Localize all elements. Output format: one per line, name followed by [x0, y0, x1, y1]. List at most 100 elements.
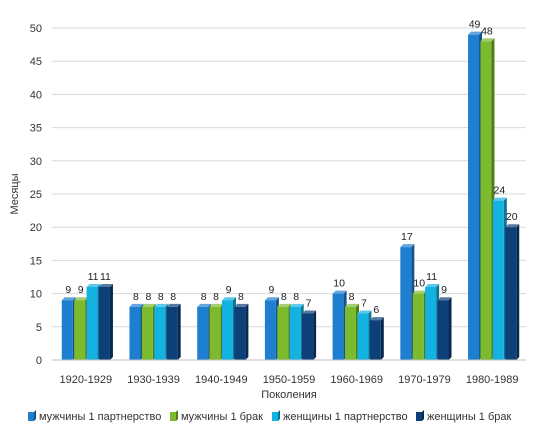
bar — [197, 306, 209, 360]
bar-top — [166, 303, 181, 307]
x-tick-label: 1980-1989 — [466, 374, 519, 386]
bar-side — [516, 224, 520, 360]
bar-top — [357, 310, 372, 314]
x-tick-label: 1950-1959 — [263, 374, 316, 386]
data-label: 9 — [441, 284, 447, 296]
bar — [369, 320, 381, 360]
x-tick-label: 1960-1969 — [330, 374, 383, 386]
bar-top — [412, 290, 427, 294]
data-label: 8 — [293, 291, 299, 303]
bar-top — [209, 303, 224, 307]
bar-top — [332, 290, 347, 294]
bar — [345, 306, 357, 360]
bar — [332, 293, 344, 360]
bar — [412, 293, 424, 360]
bar-top — [74, 297, 89, 301]
bar — [264, 300, 276, 360]
y-tick-label: 5 — [36, 322, 42, 334]
bar — [277, 306, 289, 360]
y-tick-label: 10 — [30, 289, 42, 301]
data-label: 9 — [226, 284, 232, 296]
bar — [357, 313, 369, 360]
bar-top — [345, 303, 360, 307]
y-axis-title: Месяцы — [9, 173, 21, 214]
legend-swatch — [272, 412, 278, 421]
data-label: 11 — [88, 271, 99, 283]
data-label: 8 — [145, 291, 151, 303]
bar — [400, 247, 412, 360]
data-label: 8 — [158, 291, 164, 303]
bar — [209, 306, 221, 360]
x-tick-label: 1920-1929 — [60, 374, 113, 386]
legend-item: мужчины 1 брак — [170, 410, 263, 423]
bar — [86, 286, 98, 360]
y-axis-ticks: 0 5 10 15 20 25 30 35 40 45 50 — [30, 23, 42, 367]
bar — [129, 306, 141, 360]
bar — [480, 41, 492, 360]
bar-top — [277, 303, 292, 307]
bar — [492, 200, 504, 360]
legend-swatch-side — [176, 410, 178, 421]
bar-side — [313, 310, 317, 360]
legend-swatch-side — [278, 410, 280, 421]
x-tick-label: 1940-1949 — [195, 374, 248, 386]
y-tick-label: 45 — [30, 56, 42, 68]
bar-top — [468, 31, 483, 35]
data-label: 6 — [373, 304, 379, 316]
data-label: 9 — [78, 284, 84, 296]
y-tick-label: 40 — [30, 89, 42, 101]
bar-top — [302, 310, 317, 314]
bar-top — [234, 303, 249, 307]
x-axis-ticks: 1920-1929 1930-1939 1940-1949 1950-1959 1960… — [60, 374, 519, 386]
legend-label: женщины 1 брак — [427, 411, 511, 423]
y-tick-label: 20 — [30, 222, 42, 234]
legend-swatch — [416, 412, 422, 421]
data-label: 8 — [349, 291, 355, 303]
legend-label: мужчины 1 партнерство — [39, 411, 161, 423]
bar — [74, 300, 86, 360]
bar-side — [177, 303, 181, 360]
legend-swatch-side — [34, 410, 36, 421]
bar-top — [505, 224, 520, 228]
bar-side — [448, 297, 452, 360]
data-label: 8 — [170, 291, 176, 303]
data-label: 24 — [493, 185, 505, 197]
y-tick-label: 35 — [30, 123, 42, 135]
data-label: 8 — [213, 291, 219, 303]
legend-item: мужчины 1 партнерство — [28, 410, 161, 423]
bar-top — [221, 297, 236, 301]
data-label: 9 — [268, 284, 274, 296]
bar-top — [492, 197, 507, 201]
bar-top — [425, 283, 440, 287]
x-tick-label: 1930-1939 — [127, 374, 180, 386]
bar-side — [245, 303, 249, 360]
bar-top — [61, 297, 76, 301]
bar-top — [437, 297, 452, 301]
legend-label: женщины 1 партнерство — [283, 411, 408, 423]
bar — [98, 286, 110, 360]
legend: мужчины 1 партнерство мужчины 1 брак женщи… — [28, 410, 511, 423]
x-axis-title: Поколения — [261, 389, 317, 401]
bar — [289, 306, 301, 360]
y-tick-label: 50 — [30, 23, 42, 35]
data-label: 20 — [506, 211, 518, 223]
y-tick-label: 0 — [36, 355, 42, 367]
bars — [61, 31, 520, 360]
data-label: 11 — [426, 271, 437, 283]
legend-label: мужчины 1 брак — [181, 411, 263, 423]
data-label: 11 — [100, 271, 111, 283]
data-label: 17 — [401, 231, 413, 243]
data-label: 48 — [481, 25, 493, 37]
bar — [141, 306, 153, 360]
data-label: 9 — [65, 284, 71, 296]
legend-swatch-side — [422, 410, 424, 421]
data-label: 10 — [413, 278, 425, 290]
bar — [61, 300, 73, 360]
bar — [425, 286, 437, 360]
legend-swatch — [170, 412, 176, 421]
legend-item: женщины 1 брак — [416, 410, 511, 423]
data-label: 8 — [201, 291, 207, 303]
data-label: 8 — [281, 291, 287, 303]
